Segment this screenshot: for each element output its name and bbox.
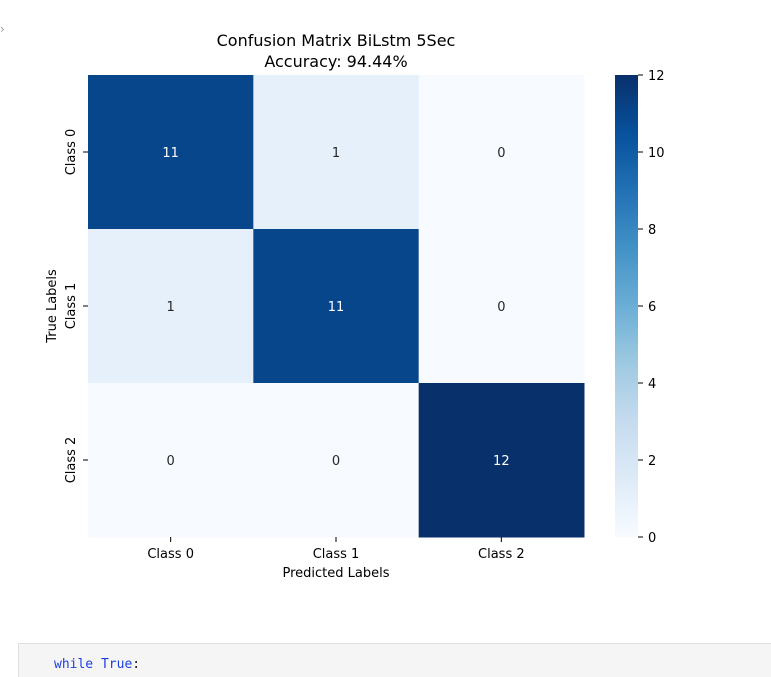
heatmap-cell-label-r1-c2: 0	[497, 300, 505, 315]
code-cell[interactable]: while True:	[18, 643, 771, 677]
heatmap-cell-r0-c2	[418, 75, 585, 230]
code-keyword-true: True	[100, 657, 133, 672]
code-keyword-while: while	[54, 657, 94, 672]
heatmap-cell-r2-c0	[88, 383, 254, 538]
confusion-matrix-chart: Confusion Matrix BiLstm 5Sec Accuracy: 9…	[45, 31, 665, 581]
heatmap-cell-label-r1-c1: 11	[328, 300, 345, 315]
code-line[interactable]: while True:	[54, 657, 140, 672]
chart-title: Confusion Matrix BiLstm 5Sec	[217, 31, 456, 50]
colorbar-tick-label-6: 12	[648, 69, 665, 84]
heatmap-cell-label-r0-c2: 0	[497, 146, 505, 161]
colorbar-tick-label-5: 10	[648, 146, 665, 161]
heatmap-cell-r0-c0	[88, 75, 254, 230]
colorbar-tick-label-3: 6	[648, 300, 656, 315]
colorbar-tick-label-2: 4	[648, 377, 656, 392]
colorbar-tick-label-4: 8	[648, 223, 656, 238]
confusion-matrix-svg: Confusion Matrix BiLstm 5Sec Accuracy: 9…	[45, 31, 665, 581]
x-tick-label-2: Class 2	[478, 547, 525, 562]
heatmap-cell-r1-c2	[418, 229, 585, 384]
output-prompt-icon: ›	[0, 22, 5, 36]
heatmap-cell-r0-c1	[253, 75, 420, 230]
x-tick-label-1: Class 1	[313, 547, 360, 562]
heatmap-cell-r1-c0	[88, 229, 254, 384]
colorbar-tick-label-1: 2	[648, 454, 656, 469]
y-axis-label: True Labels	[45, 269, 60, 344]
y-tick-label-0: Class 0	[64, 129, 79, 176]
heatmap-cell-label-r1-c0: 1	[167, 300, 175, 315]
chart-subtitle: Accuracy: 94.44%	[264, 52, 407, 71]
heatmap-cell-r2-c2	[418, 383, 585, 538]
heatmap-cells: 11 1 01 11 00 0 12	[88, 75, 585, 538]
heatmap-cell-label-r0-c1: 1	[332, 146, 340, 161]
heatmap-cell-label-r2-c0: 0	[167, 454, 175, 469]
colorbar	[615, 75, 638, 537]
code-colon: :	[132, 657, 141, 672]
colorbar-ticks: 0 2 4 6 8 10 12	[638, 69, 665, 546]
heatmap-cell-r1-c1	[253, 229, 420, 384]
heatmap-cell-label-r0-c0: 11	[162, 146, 179, 161]
x-tick-label-0: Class 0	[147, 547, 194, 562]
heatmap-cell-label-r2-c2: 12	[493, 454, 510, 469]
x-axis-label: Predicted Labels	[282, 566, 389, 581]
heatmap-cell-r2-c1	[253, 383, 420, 538]
y-tick-label-1: Class 1	[64, 283, 79, 330]
y-axis: Class 0 Class 1 Class 2	[64, 129, 88, 484]
heatmap-cell-label-r2-c1: 0	[332, 454, 340, 469]
x-axis: Class 0 Class 1 Class 2	[147, 537, 525, 562]
y-tick-label-2: Class 2	[64, 437, 79, 484]
colorbar-tick-label-0: 0	[648, 531, 656, 546]
